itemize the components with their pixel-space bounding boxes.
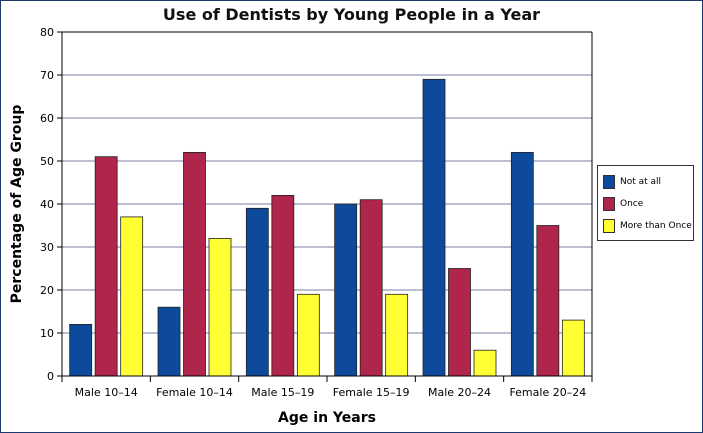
x-tick-label: Female 15–19 bbox=[333, 386, 410, 399]
bar bbox=[296, 293, 320, 377]
y-tick-label: 80 bbox=[40, 26, 54, 39]
bar bbox=[245, 207, 269, 377]
x-tick-labels: Male 10–14 Female 10–14 Male 15–19 Female 1… bbox=[75, 386, 587, 399]
bar bbox=[69, 323, 93, 377]
bar bbox=[510, 151, 534, 377]
bar bbox=[561, 319, 585, 377]
bar bbox=[448, 268, 471, 377]
y-tick-label: 20 bbox=[40, 284, 54, 297]
bar bbox=[183, 151, 206, 377]
bar bbox=[271, 194, 295, 377]
bars-group bbox=[69, 78, 585, 377]
bar bbox=[359, 199, 383, 377]
bar bbox=[385, 293, 409, 377]
legend-item-more-than-once: More than Once bbox=[603, 218, 692, 234]
y-tick-labels: 0 10 20 30 40 50 60 70 80 bbox=[40, 26, 54, 383]
bar bbox=[334, 203, 358, 377]
y-tick-label: 10 bbox=[40, 327, 54, 340]
bar bbox=[536, 225, 560, 377]
y-axis-title: Percentage of Age Group bbox=[9, 105, 25, 304]
axes-group bbox=[57, 31, 593, 382]
legend-swatch-once bbox=[603, 197, 615, 211]
y-tick-label: 40 bbox=[40, 198, 54, 211]
bar bbox=[120, 216, 144, 377]
y-tick-label: 30 bbox=[40, 241, 54, 254]
y-tick-label: 50 bbox=[40, 155, 54, 168]
grid-lines bbox=[62, 31, 592, 377]
bar bbox=[157, 306, 181, 377]
bar bbox=[94, 156, 118, 377]
legend-item-not-at-all: Not at all bbox=[603, 174, 661, 190]
x-axis-title: Age in Years bbox=[278, 410, 376, 426]
legend: Not at all Once More than Once bbox=[597, 165, 694, 241]
x-tick-label: Male 10–14 bbox=[75, 386, 138, 399]
x-tick-label: Male 15–19 bbox=[251, 386, 314, 399]
legend-swatch-more-than-once bbox=[603, 219, 615, 233]
y-tick-label: 70 bbox=[40, 69, 54, 82]
legend-swatch-not-at-all bbox=[603, 175, 615, 189]
y-tick-label: 0 bbox=[47, 370, 54, 383]
legend-label: More than Once bbox=[620, 221, 692, 231]
bar bbox=[473, 349, 497, 377]
x-tick-label: Female 10–14 bbox=[156, 386, 233, 399]
x-tick-label: Female 20–24 bbox=[509, 386, 586, 399]
x-tick-label: Male 20–24 bbox=[428, 386, 491, 399]
legend-label: Once bbox=[620, 199, 644, 209]
bar bbox=[208, 237, 232, 377]
bar bbox=[422, 78, 446, 377]
y-tick-label: 60 bbox=[40, 112, 54, 125]
chart-title: Use of Dentists by Young People in a Yea… bbox=[162, 5, 541, 24]
legend-item-once: Once bbox=[603, 196, 643, 212]
legend-label: Not at all bbox=[620, 177, 662, 187]
